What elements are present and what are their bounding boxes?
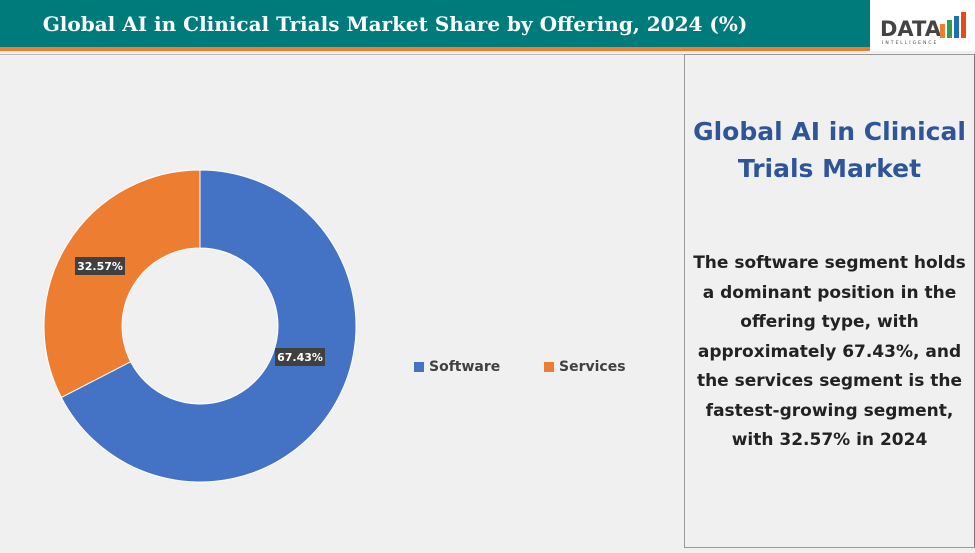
summary-panel: Global AI in Clinical Trials Market The … [684,54,975,548]
logo: DATA INTELLIGENCE [870,0,975,51]
legend-label: Services [559,359,626,375]
data-label-text: 32.57% [77,260,123,273]
legend-label: Software [429,359,501,375]
legend-software: Software [414,359,500,375]
summary-text: The software segment holds a dominant po… [693,253,966,450]
donut-slice-services [43,169,201,399]
svg-text:DATA: DATA [880,17,942,41]
svg-text:INTELLIGENCE: INTELLIGENCE [882,40,938,46]
data-label-box [75,257,125,275]
legend-services: Services [544,359,626,375]
chart-panel: 67.43% 32.57% Software Services [0,54,684,549]
header-bar: Global AI in Clinical Trials Market Shar… [0,0,870,51]
chart-title: Global AI in Clinical Trials Market Shar… [42,11,748,36]
data-label-software: 67.43% [275,348,325,366]
donut-slice-software [60,169,357,483]
data-label-box [275,348,325,366]
legend-swatch [544,362,554,372]
donut-chart: 67.43% 32.57% [43,169,357,483]
data-label-services: 32.57% [75,257,125,275]
legend-swatch [414,362,424,372]
data-label-text: 67.43% [277,351,323,364]
summary-title: Global AI in Clinical Trials Market [693,117,966,183]
